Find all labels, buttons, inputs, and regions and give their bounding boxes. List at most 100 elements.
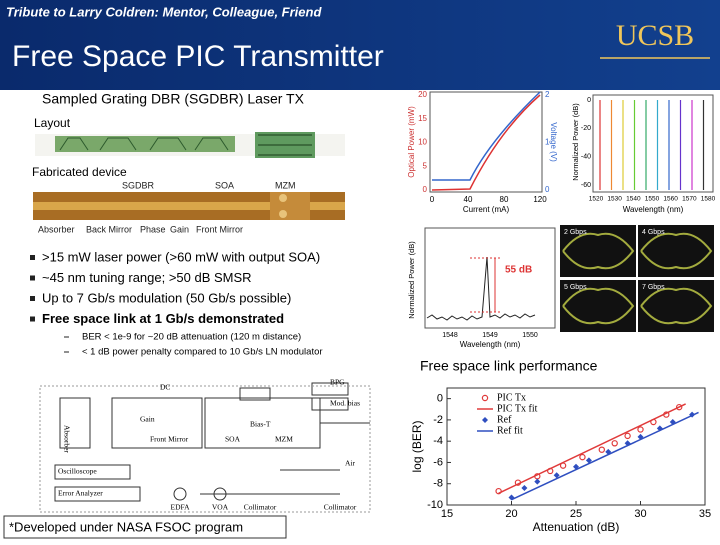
tick-label: 1570 [682,196,697,203]
y-tick-label: -8 [433,478,443,490]
axis-label: Wavelength (nm) [460,340,521,349]
device-section: SGDBR [122,180,155,190]
y-tick-label: -10 [427,499,443,511]
bullet: Free space link at 1 Gb/s demonstrated [42,311,284,326]
tick-label: 1550 [522,332,538,339]
device-part: Back Mirror [86,224,132,234]
legend-label: Ref [497,414,512,425]
eye-label: 2 Gbps [564,229,587,236]
tick-label: 0 [430,195,435,204]
legend-label: Ref fit [497,425,523,436]
bullet: Up to 7 Gb/s modulation (50 Gb/s possibl… [42,290,291,305]
subtitle: Sampled Grating DBR (SGDBR) Laser TX [42,91,305,107]
setup-label: SOA [225,435,241,444]
legend-label: PIC Tx fit [497,403,538,414]
eye-label: 5 Gbps [564,284,587,291]
annotation: 55 dB [505,265,532,276]
eye-panel [638,280,714,332]
tick-label: 1548 [442,332,458,339]
liv-frame [429,91,543,193]
x-tick-label: 30 [634,508,646,520]
data-point [598,446,606,453]
bullet-list: >15 mW laser power (>60 mW with output S… [30,249,323,358]
tick-label: 15 [418,114,427,123]
setup-label: Mod. bias [330,399,360,408]
device-part: Phase [140,224,166,234]
tick-label: 2 [545,90,550,99]
device-part: Absorber [38,224,75,234]
sub-bullet: BER < 1e-9 for ~20 dB attenuation (120 m… [82,332,301,343]
title: Free Space PIC Transmitter [12,40,384,73]
tick-label: 1560 [663,196,678,203]
fit-line [511,411,699,501]
device-image [33,192,345,220]
tick-label: -60 [581,182,591,189]
eye-panel [560,280,636,332]
setup-label: Collimator [324,503,357,512]
y-tick-label: -2 [433,414,443,426]
bullet-marker [30,275,35,281]
axis-label: Wavelength (nm) [623,205,684,214]
setup-label: Front Mirror [150,435,189,444]
tick-label: 0 [545,185,550,194]
setup-label: Bias-T [250,420,271,429]
bullet: ~45 nm tuning range; >50 dB SMSR [42,270,252,285]
data-point [579,453,586,461]
eye-trace [640,232,713,270]
data-point [637,426,644,433]
ber-chart: 15 20 25 30 35 -10 -8 -6 -4 -2 0 Attenuation (dB) lo… [410,387,711,534]
liv-curve [432,91,541,181]
setup-diagram [39,382,371,513]
legend-label: PIC Tx [497,392,526,403]
data-point [534,478,541,485]
axis-label: Normalized Power (dB) [407,241,416,319]
setup-label: Gain [140,415,155,424]
tick-label: 120 [533,195,547,204]
fit-line [498,403,686,494]
header-band [0,0,720,90]
eye-trace [562,232,635,270]
layout-label: Layout [34,116,71,130]
footnote: *Developed under NASA FSOC program [9,519,243,534]
device-label: Fabricated device [32,165,127,179]
tick-label: -40 [581,154,591,161]
bullet-marker [30,316,35,322]
legend-marker [481,394,489,402]
setup-label: DC [160,383,170,392]
device-section: SOA [215,180,234,190]
ber-title: Free space link performance [420,358,598,374]
liv-curve [431,94,541,191]
smsr-trace [426,256,536,321]
tick-label: 0 [423,185,428,194]
axis-label: Voltage (V) [549,122,558,162]
device-section: MZM [275,180,296,190]
footnote-box [3,515,287,539]
logo: UCSB [616,19,694,52]
eye-trace [562,287,635,325]
x-axis-label: Attenuation (dB) [533,520,620,534]
tick-label: -20 [581,125,591,132]
tick-label: 1 [545,138,550,147]
tick-label: 1549 [482,332,498,339]
legend-marker [482,417,488,423]
bullet-marker [30,255,35,260]
data-point [624,432,631,440]
axis-label: Current (mA) [463,205,510,214]
eye-panel [638,225,714,277]
tick-label: 0 [587,97,591,104]
setup-label: Absorber [62,425,71,453]
tick-label: 1580 [701,196,716,203]
bullet: >15 mW laser power (>60 mW with output S… [42,249,320,264]
tribute: Tribute to Larry Coldren: Mentor, Collea… [6,4,322,19]
layout-image [35,132,345,158]
tick-label: 1550 [645,196,660,203]
x-tick-label: 25 [570,508,582,520]
tick-label: 1520 [589,196,604,203]
setup-label: VOA [212,503,229,512]
setup-labels: DC BPG Bias-T Mod. bias Absorber Gain Front Mi… [58,378,360,512]
data-point [585,457,592,464]
sub-bullet: < 1 dB power penalty compared to 10 Gb/s… [82,347,323,358]
device-part: Front Mirror [196,224,243,234]
